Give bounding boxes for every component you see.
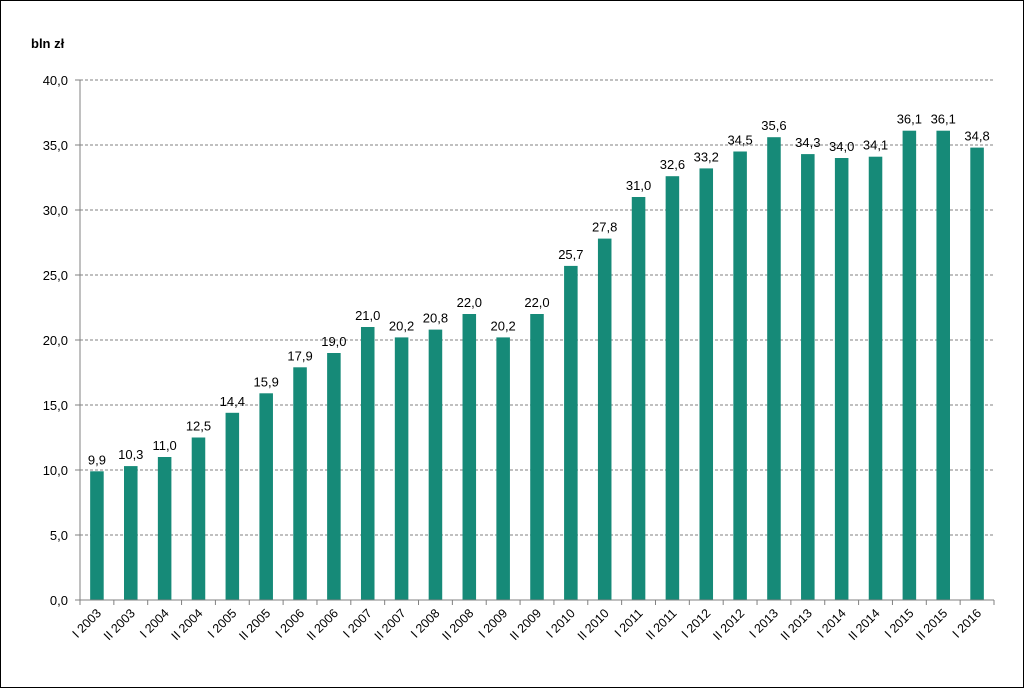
data-label: 36,1 xyxy=(931,112,956,127)
data-label: 22,0 xyxy=(457,295,482,310)
x-tick-label: I 2009 xyxy=(476,606,511,641)
data-label: 20,2 xyxy=(490,318,515,333)
data-label: 34,8 xyxy=(964,129,989,144)
axes xyxy=(75,79,995,605)
x-tick-label: II 2011 xyxy=(643,606,679,642)
bar xyxy=(733,151,747,600)
data-label: 31,0 xyxy=(626,178,651,193)
x-tick-label: II 2010 xyxy=(575,606,612,643)
bar xyxy=(293,367,307,600)
x-tick-label: I 2005 xyxy=(205,606,240,641)
x-tick-label: I 2004 xyxy=(137,606,172,641)
data-labels: 9,9 10,3 11,0 12,5 14,4 15,9 17,9 19,0 21,0 20,2 2… xyxy=(88,112,990,468)
data-label: 35,6 xyxy=(761,118,786,133)
bar xyxy=(902,130,917,600)
bar xyxy=(157,457,172,600)
data-label: 34,5 xyxy=(727,133,752,148)
x-tick-label: II 2013 xyxy=(778,606,815,643)
x-tick-label: II 2006 xyxy=(304,606,341,643)
data-label: 11,0 xyxy=(152,438,176,453)
data-label: 12,5 xyxy=(186,419,211,434)
y-axis-unit-label: bln zł xyxy=(31,36,65,51)
data-label: 32,6 xyxy=(660,157,685,172)
bar xyxy=(564,265,578,600)
data-label: 34,1 xyxy=(863,138,888,153)
bar xyxy=(834,158,849,600)
data-label: 25,7 xyxy=(558,247,583,262)
y-tick-label: 30,0 xyxy=(43,203,68,218)
data-label: 22,0 xyxy=(524,295,549,310)
bar xyxy=(225,412,240,600)
bar xyxy=(124,466,138,600)
bar xyxy=(767,137,781,600)
data-label: 34,0 xyxy=(829,139,854,154)
bar xyxy=(597,238,612,600)
data-label: 20,2 xyxy=(389,318,414,333)
bar xyxy=(530,314,544,600)
data-label: 34,3 xyxy=(795,135,820,150)
bar xyxy=(631,197,646,600)
x-tick-label: I 2003 xyxy=(70,606,105,641)
x-tick-label: I 2011 xyxy=(612,606,646,640)
bar xyxy=(868,156,883,600)
y-tick-label: 10,0 xyxy=(43,463,68,478)
y-axis-ticks: 0,0 5,0 10,0 15,0 20,0 25,0 30,0 35,0 40,0 xyxy=(43,73,68,608)
x-tick-label: II 2004 xyxy=(169,606,206,643)
bar xyxy=(665,176,680,600)
data-label: 36,1 xyxy=(897,112,922,127)
data-label: 27,8 xyxy=(592,220,617,235)
bars xyxy=(90,130,984,600)
y-tick-label: 25,0 xyxy=(43,268,68,283)
x-tick-label: I 2013 xyxy=(747,606,782,641)
x-tick-label: I 2014 xyxy=(814,606,849,641)
bar xyxy=(428,329,443,600)
x-tick-label: I 2012 xyxy=(679,606,714,641)
bar xyxy=(90,471,104,600)
x-tick-label: I 2008 xyxy=(408,606,443,641)
x-tick-label: II 2015 xyxy=(913,606,950,643)
bar xyxy=(394,337,409,600)
y-tick-label: 5,0 xyxy=(50,528,68,543)
x-tick-label: II 2012 xyxy=(710,606,747,643)
x-tick-label: II 2009 xyxy=(507,606,544,643)
data-label: 15,9 xyxy=(254,374,279,389)
bar xyxy=(259,393,273,600)
data-label: 33,2 xyxy=(694,149,719,164)
bar xyxy=(191,437,206,600)
x-tick-label: I 2016 xyxy=(950,606,985,641)
data-label: 20,8 xyxy=(423,311,448,326)
bar xyxy=(496,337,510,600)
x-tick-label: I 2015 xyxy=(882,606,917,641)
x-tick-label: II 2003 xyxy=(101,606,138,643)
x-tick-label: I 2006 xyxy=(273,606,308,641)
bar xyxy=(970,147,984,600)
bar xyxy=(699,168,714,600)
y-tick-label: 35,0 xyxy=(43,138,68,153)
y-tick-label: 0,0 xyxy=(50,593,68,608)
y-tick-label: 20,0 xyxy=(43,333,68,348)
data-label: 21,0 xyxy=(355,308,380,323)
bar xyxy=(801,154,815,600)
x-tick-label: I 2010 xyxy=(543,606,578,641)
x-tick-label: II 2005 xyxy=(236,606,273,643)
data-label: 19,0 xyxy=(321,334,346,349)
y-tick-label: 15,0 xyxy=(43,398,68,413)
x-tick-label: II 2007 xyxy=(372,606,409,643)
x-tick-label: II 2008 xyxy=(439,606,476,643)
y-tick-label: 40,0 xyxy=(43,73,68,88)
data-label: 17,9 xyxy=(287,348,312,363)
bar xyxy=(936,130,950,600)
data-label: 9,9 xyxy=(88,452,106,467)
bar xyxy=(360,327,375,600)
bar xyxy=(462,314,477,600)
x-tick-label: II 2014 xyxy=(846,606,883,643)
data-label: 14,4 xyxy=(220,394,245,409)
x-tick-label: I 2007 xyxy=(340,606,375,641)
data-label: 10,3 xyxy=(118,447,143,462)
bar xyxy=(327,353,341,600)
